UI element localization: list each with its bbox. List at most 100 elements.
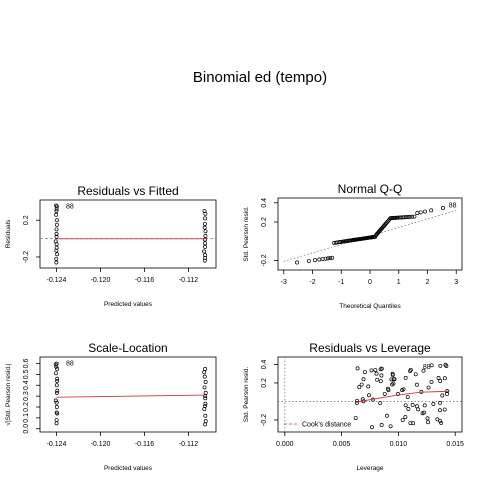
- y-tick-label: 0.2: [261, 217, 268, 227]
- x-tick-label: 0.015: [446, 441, 464, 448]
- plot-frame: [39, 356, 217, 433]
- data-point: [202, 370, 207, 375]
- data-point: [54, 421, 59, 426]
- data-point: [401, 387, 406, 392]
- panel-residuals-vs-leverage: Residuals vs Leverage Leverage Std. Pearso…: [243, 341, 464, 472]
- data-point: [202, 374, 207, 379]
- smooth-line: [355, 390, 450, 403]
- data-point: [415, 404, 419, 409]
- data-point: [54, 256, 59, 261]
- data-point: [54, 209, 59, 213]
- data-point: [359, 382, 364, 387]
- data-point: [369, 425, 374, 430]
- data-point: [415, 211, 420, 216]
- data-point: [438, 408, 442, 413]
- data-point: [385, 413, 389, 418]
- data-point: [203, 255, 208, 260]
- data-point: [203, 403, 208, 408]
- x-tick-label: -1: [338, 279, 344, 286]
- data-point: [418, 210, 423, 215]
- data-point: [389, 377, 394, 382]
- data-point: [400, 417, 405, 422]
- data-point: [394, 215, 398, 220]
- y-tick-label: 0.5: [23, 369, 30, 379]
- plot-frame: [39, 199, 217, 269]
- data-point: [403, 415, 408, 420]
- data-point: [391, 381, 396, 386]
- data-point: [53, 362, 58, 367]
- data-point: [420, 411, 425, 416]
- panel-title: Residuals vs Leverage: [309, 341, 431, 355]
- data-point: [406, 406, 411, 411]
- data-point: [403, 375, 408, 380]
- data-point: [425, 416, 430, 421]
- x-axis-label: Leverage: [356, 465, 383, 472]
- data-point: [354, 400, 359, 405]
- panel-scale-location: Scale-Location Predicted values √|Std. Pea…: [4, 341, 217, 472]
- data-point: [429, 379, 434, 384]
- data-point: [203, 233, 208, 238]
- x-tick-label: -0.120: [91, 441, 111, 448]
- data-point: [202, 407, 207, 412]
- data-point: [379, 366, 384, 371]
- data-point: [54, 248, 59, 253]
- y-axis-label: Std. Pearson resid.: [243, 206, 250, 261]
- data-point: [403, 403, 408, 408]
- data-point: [336, 240, 341, 245]
- panel-title: Scale-Location: [88, 341, 167, 355]
- data-point: [55, 388, 60, 393]
- data-point: [202, 225, 207, 230]
- data-point: [375, 377, 380, 382]
- point-label: 88: [449, 203, 457, 210]
- data-point: [363, 370, 367, 375]
- data-point: [361, 377, 366, 382]
- data-point: [203, 419, 208, 424]
- plot-frame: [277, 356, 463, 433]
- data-point: [429, 363, 434, 368]
- data-point: [404, 215, 408, 220]
- y-tick-label: 0.3: [23, 391, 30, 401]
- data-point: [203, 367, 208, 371]
- data-point: [379, 373, 384, 378]
- x-tick-label: 0.005: [333, 441, 351, 448]
- data-point: [203, 241, 207, 246]
- data-point: [53, 398, 58, 403]
- data-point: [54, 242, 59, 247]
- data-point: [54, 232, 59, 236]
- data-point: [390, 373, 395, 377]
- data-point: [54, 207, 59, 212]
- data-point: [411, 421, 416, 426]
- x-axis-label: Predicted values: [104, 465, 153, 472]
- data-point: [438, 400, 443, 405]
- data-point: [203, 237, 207, 242]
- data-point: [203, 216, 208, 221]
- data-point: [295, 260, 299, 265]
- x-tick-label: -0.112: [179, 277, 198, 284]
- x-tick-label: 1: [397, 279, 401, 286]
- y-tick-label: 0.2: [23, 402, 30, 412]
- panel-title: Residuals vs Fitted: [77, 184, 178, 198]
- data-point: [54, 222, 59, 227]
- panel-residuals-vs-fitted: Residuals vs Fitted Predicted values Resid…: [5, 184, 217, 308]
- data-point: [395, 215, 400, 220]
- data-point: [405, 215, 410, 219]
- data-point: [396, 215, 401, 220]
- data-point: [414, 382, 419, 387]
- legend-label: Cook's distance: [302, 422, 351, 429]
- data-point: [429, 208, 434, 213]
- data-point: [441, 206, 445, 210]
- data-point: [328, 256, 333, 260]
- point-label: 88: [423, 364, 431, 371]
- smooth-line: [56, 394, 206, 398]
- data-point: [353, 416, 358, 420]
- data-point: [360, 397, 365, 402]
- data-point: [202, 221, 207, 226]
- x-tick-label: -0.112: [179, 441, 198, 448]
- y-axis-label: Residuals: [5, 219, 12, 248]
- data-point: [423, 209, 427, 214]
- data-point: [438, 363, 443, 368]
- data-point: [385, 219, 390, 224]
- data-point: [55, 218, 59, 223]
- data-point: [203, 211, 208, 216]
- data-point: [444, 364, 449, 368]
